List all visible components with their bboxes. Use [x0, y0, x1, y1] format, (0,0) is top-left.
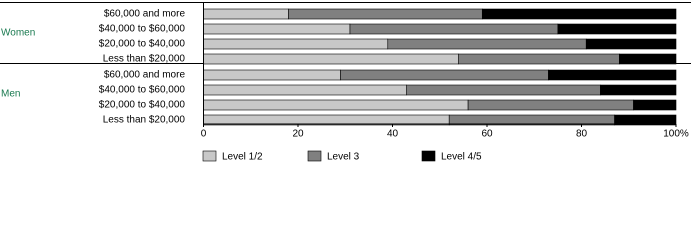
- category-label: $40,000 to $60,000: [99, 24, 186, 35]
- bar-segment: [548, 69, 677, 81]
- bar-segment: [288, 8, 483, 20]
- legend-swatch: [202, 150, 217, 162]
- bar-segment: [600, 84, 677, 96]
- bar-segment: [203, 38, 389, 50]
- bar-segment: [585, 38, 677, 50]
- bar-segment: [203, 53, 459, 65]
- bar-segment: [203, 23, 351, 35]
- category-label: $60,000 and more: [104, 9, 186, 20]
- chart: Women $60,000 and more $40,000 to $60,000 $…: [0, 2, 691, 163]
- group-label: Men: [1, 89, 20, 100]
- legend-label: Level 4/5: [441, 152, 482, 163]
- bar-segment: [458, 53, 620, 65]
- bar-segment: [618, 53, 677, 65]
- x-tick-label: 0: [201, 129, 207, 140]
- bar-segment: [203, 69, 341, 81]
- category-label: $40,000 to $60,000: [99, 85, 186, 96]
- bar-segment: [557, 23, 677, 35]
- bar-segment: [633, 99, 677, 111]
- x-tick-label: 60: [481, 129, 493, 140]
- category-label: $60,000 and more: [104, 70, 186, 81]
- category-label: $20,000 to $40,000: [99, 39, 186, 50]
- bar-segment: [203, 99, 469, 111]
- category-label: Less than $20,000: [103, 54, 186, 65]
- group-label: Women: [1, 28, 35, 39]
- category-label: Less than $20,000: [103, 115, 186, 126]
- bar-segment: [349, 23, 559, 35]
- bar-segment: [387, 38, 587, 50]
- legend-label: Level 1/2: [222, 152, 263, 163]
- category-label: $20,000 to $40,000: [99, 100, 186, 111]
- bar-segment: [203, 84, 407, 96]
- legend-swatch: [421, 150, 436, 162]
- bar-segment: [614, 114, 677, 126]
- legend-swatch: [307, 150, 322, 162]
- x-tick-label: 40: [387, 129, 399, 140]
- bar-segment: [481, 8, 677, 20]
- bar-segment: [406, 84, 601, 96]
- x-tick-label: 80: [576, 129, 588, 140]
- x-tick-label: 20: [292, 129, 304, 140]
- bar-segment: [203, 8, 289, 20]
- bar-segment: [340, 69, 549, 81]
- legend-label: Level 3: [327, 152, 360, 163]
- x-tick-label: 100%: [663, 129, 689, 140]
- bar-segment: [467, 99, 634, 111]
